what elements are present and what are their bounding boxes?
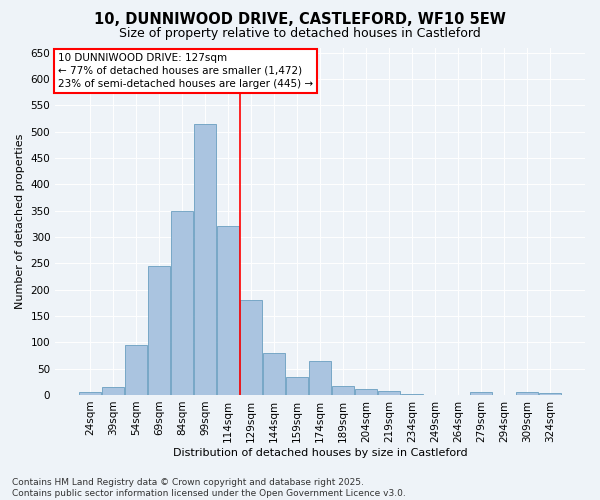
Bar (125, 345, 147, 395)
Text: Size of property relative to detached houses in Castleford: Size of property relative to detached ho… (119, 28, 481, 40)
X-axis label: Distribution of detached houses by size in Castleford: Distribution of detached houses by size … (173, 448, 467, 458)
Bar (148, 266, 170, 395)
Text: Contains HM Land Registry data © Crown copyright and database right 2025.
Contai: Contains HM Land Registry data © Crown c… (12, 478, 406, 498)
Text: 10, DUNNIWOOD DRIVE, CASTLEFORD, WF10 5EW: 10, DUNNIWOOD DRIVE, CASTLEFORD, WF10 5E… (94, 12, 506, 28)
Y-axis label: Number of detached properties: Number of detached properties (15, 134, 25, 309)
Bar (470, 392, 492, 395)
Bar (263, 353, 285, 395)
Bar (309, 360, 331, 395)
Bar (332, 386, 354, 395)
Bar (401, 394, 423, 395)
Bar (516, 392, 538, 395)
Bar (286, 376, 308, 395)
Bar (539, 394, 561, 395)
Bar (194, 124, 216, 395)
Bar (217, 226, 239, 395)
Text: 10 DUNNIWOOD DRIVE: 127sqm
← 77% of detached houses are smaller (1,472)
23% of s: 10 DUNNIWOOD DRIVE: 127sqm ← 77% of deta… (58, 52, 313, 89)
Bar (378, 390, 400, 395)
Bar (102, 387, 124, 395)
Bar (171, 210, 193, 395)
Bar (240, 300, 262, 395)
Bar (79, 392, 101, 395)
Bar (355, 388, 377, 395)
